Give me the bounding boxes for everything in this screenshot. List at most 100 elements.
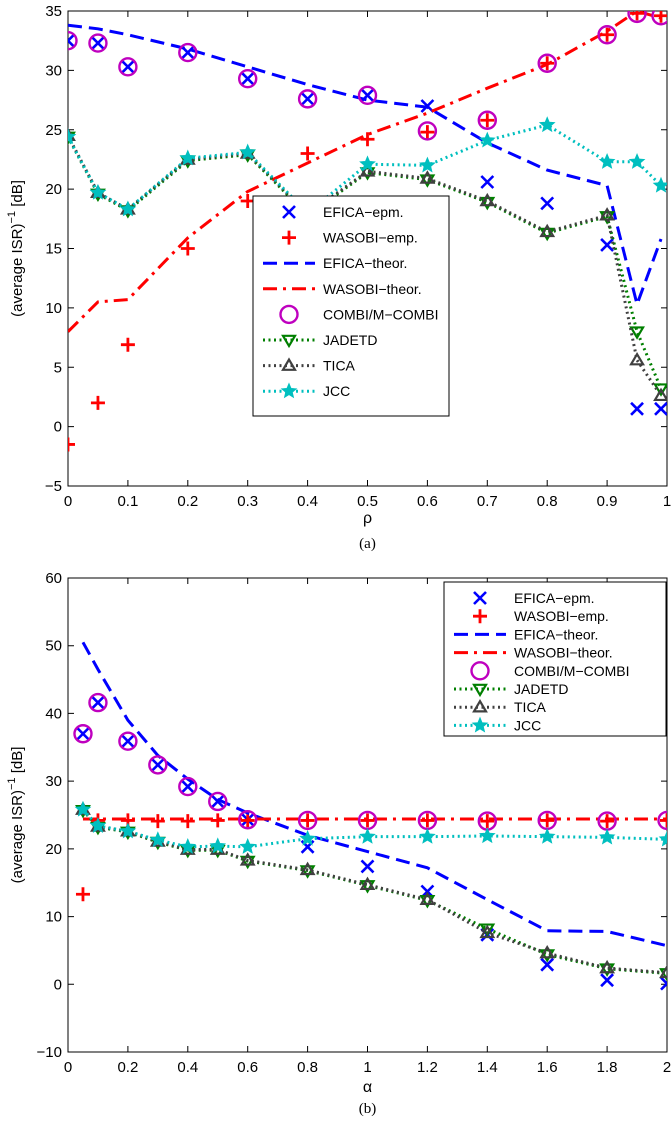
data-point — [420, 125, 435, 140]
legend-label: EFICA−epm. — [514, 590, 595, 606]
data-point — [68, 128, 77, 144]
x-tick-label: 0.4 — [177, 1059, 198, 1076]
legend-label: WASOBI−emp. — [514, 608, 609, 624]
legend-label: COMBI/M−COMBI — [323, 306, 439, 322]
data-point — [120, 59, 135, 74]
data-point — [239, 852, 256, 866]
data-point — [629, 326, 645, 340]
data-point — [119, 200, 137, 217]
data-point — [419, 170, 436, 184]
y-tick-label: 10 — [45, 909, 62, 926]
data-point — [76, 726, 90, 741]
data-point — [359, 876, 376, 891]
data-point — [660, 813, 667, 828]
data-point — [89, 183, 107, 200]
series-wasobi-emp — [68, 11, 667, 452]
legend-swatch-marker — [471, 716, 489, 733]
panel-label: (a) — [359, 536, 376, 552]
legend-item-wasobi-theor: WASOBI−theor. — [454, 645, 613, 661]
series-efica-epm — [76, 695, 667, 991]
data-point — [180, 241, 195, 256]
data-point — [178, 42, 198, 63]
y-tick-label: 60 — [45, 570, 62, 587]
data-point — [658, 830, 667, 847]
data-point — [599, 959, 616, 974]
data-point — [419, 156, 436, 173]
legend-swatch-marker — [473, 591, 487, 605]
data-point — [299, 861, 316, 876]
legend-item-tica: TICA — [454, 699, 547, 715]
data-point — [91, 36, 105, 50]
x-tick-label: 1 — [663, 493, 671, 510]
legend-label: JADETD — [323, 332, 377, 348]
data-point — [73, 724, 93, 744]
data-point — [477, 110, 497, 130]
x-tick-label: 0.7 — [477, 493, 498, 510]
data-point — [480, 175, 495, 189]
series-efica-epm — [68, 33, 667, 416]
x-tick-label: 2 — [663, 1059, 671, 1076]
data-point — [539, 227, 556, 242]
data-point — [654, 11, 667, 23]
data-point — [237, 810, 258, 830]
legend-item-wasobi-theor: WASOBI−theor. — [263, 281, 422, 297]
legend-label: JCC — [514, 717, 541, 733]
data-point — [599, 211, 616, 225]
legend-item-efica-theor: EFICA−theor. — [454, 626, 598, 642]
plot-area — [73, 641, 667, 991]
x-axis-label: α — [363, 1079, 372, 1096]
data-point — [478, 131, 496, 148]
data-point — [360, 859, 375, 874]
data-point — [478, 827, 496, 844]
data-point — [653, 387, 667, 402]
y-tick-label: 15 — [45, 241, 62, 258]
legend-swatch-marker — [470, 661, 490, 681]
x-tick-label: 0.2 — [117, 1059, 138, 1076]
data-point — [538, 827, 556, 844]
data-point — [479, 192, 496, 207]
data-point — [150, 757, 165, 772]
series-line — [81, 641, 667, 948]
data-point — [209, 837, 227, 854]
legend-label: EFICA−theor. — [323, 255, 407, 271]
data-point — [652, 176, 667, 193]
data-point — [600, 238, 615, 252]
data-point — [600, 973, 615, 988]
legend-label: EFICA−epm. — [323, 204, 404, 220]
legend-item-efica-epm: EFICA−epm. — [473, 590, 595, 606]
legend-swatch-marker — [282, 205, 296, 219]
y-tick-label: 5 — [54, 359, 62, 376]
data-point — [240, 194, 255, 208]
data-point — [178, 776, 198, 797]
data-point — [599, 963, 616, 977]
x-tick-label: 0.2 — [177, 493, 198, 510]
series-line — [68, 134, 663, 397]
legend-swatch-marker — [280, 382, 298, 399]
legend-item-efica-theor: EFICA−theor. — [263, 255, 407, 271]
data-point — [538, 116, 556, 133]
series-line — [81, 809, 667, 975]
legend-label: JADETD — [514, 681, 568, 697]
legend-item-combi-m-combi: COMBI/M−COMBI — [279, 304, 439, 325]
series-jcc — [74, 800, 667, 854]
data-point — [297, 810, 318, 831]
legend-item-combi-m-combi: COMBI/M−COMBI — [470, 661, 630, 681]
data-point — [419, 827, 436, 844]
data-point — [148, 755, 168, 775]
data-point — [149, 831, 167, 848]
data-point — [74, 800, 92, 817]
x-tick-label: 1.6 — [537, 1059, 558, 1076]
data-point — [419, 174, 436, 188]
data-point — [480, 113, 495, 128]
legend-label: JCC — [323, 383, 350, 399]
y-tick-label: −10 — [37, 1044, 62, 1061]
data-point — [68, 30, 78, 51]
legend-swatch-marker — [281, 334, 297, 349]
y-tick-label: 0 — [54, 419, 62, 436]
x-tick-label: 0.1 — [117, 493, 138, 510]
legend-swatch-marker — [279, 304, 299, 325]
y-tick-label: 30 — [45, 773, 62, 790]
legend: EFICA−epm. WASOBI−emp. EFICA−theor. WASOBI−… — [252, 195, 450, 417]
data-point — [419, 891, 436, 905]
x-tick-label: 0.5 — [357, 493, 378, 510]
